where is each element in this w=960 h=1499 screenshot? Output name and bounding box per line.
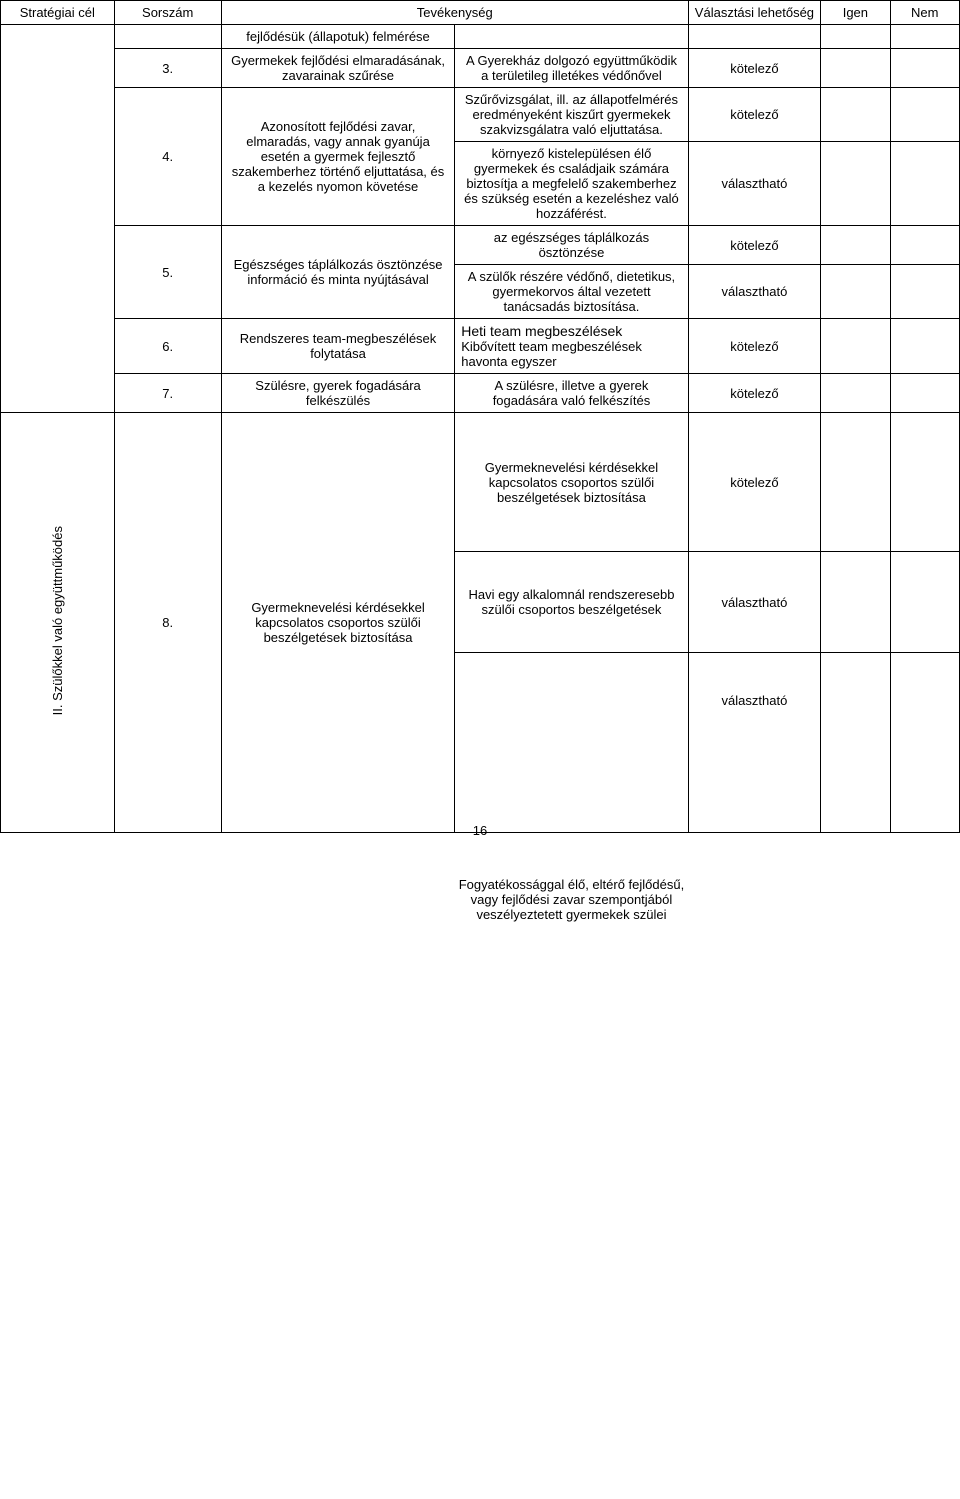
activity-cell: A szülők részére védőnő, dietetikus, gye… [455,265,688,319]
activity-cell: Rendszeres team-megbeszélések folytatása [221,319,454,374]
main-table: Stratégiai cél Sorszám Tevékenység Válas… [0,0,960,833]
igen-cell [821,653,890,833]
nem-cell [890,142,959,226]
nem-cell [890,653,959,833]
nem-cell [890,552,959,653]
choice-cell: kötelező [688,374,820,413]
header-tevekenyseg: Tevékenység [221,1,688,25]
igen-cell [821,226,890,265]
activity-cell: Gyermekek fejlődési elmaradásának, zavar… [221,49,454,88]
table-row: 7. Szülésre, gyerek fogadására felkészül… [1,374,960,413]
sorszam-cell: 6. [114,319,221,374]
header-sorszam: Sorszám [114,1,221,25]
page-number: 16 [0,823,960,838]
nem-cell [890,49,959,88]
activity-cell: környező kistelepülésen élő gyermekek és… [455,142,688,226]
nem-cell [890,226,959,265]
sorszam-cell: 3. [114,49,221,88]
nem-cell [890,413,959,552]
igen-cell [821,413,890,552]
activity-cell: Havi egy alkalomnál rendszeresebb szülői… [455,552,688,653]
table-row: 5. Egészséges táplálkozás ösztönzése inf… [1,226,960,265]
strategiai-cel-vertical: II. Szülőkkel való együttműködés [1,413,115,833]
nem-cell [890,319,959,374]
table-row: fejlődésük (állapotuk) felmérése [1,25,960,49]
choice-cell: választható [688,552,820,653]
nem-cell [890,25,959,49]
igen-cell [821,552,890,653]
nem-cell [890,265,959,319]
table-row: 3. Gyermekek fejlődési elmaradásának, za… [1,49,960,88]
activity-cell: A Gyerekház dolgozó együttműködik a terü… [455,49,688,88]
choice-cell: kötelező [688,319,820,374]
strategiai-cel-empty [1,25,115,413]
table-row: 4. Azonosított fejlődési zavar, elmaradá… [1,88,960,142]
choice-cell: választható [688,142,820,226]
choice-cell-empty [688,25,820,49]
table-row: II. Szülőkkel való együttműködés 8. Gyer… [1,413,960,552]
activity-cell-empty [455,25,688,49]
activity-cell: fejlődésük (állapotuk) felmérése [221,25,454,49]
igen-cell [821,374,890,413]
activity-cell: Szülésre, gyerek fogadására felkészülés [221,374,454,413]
activity-cell: Egészséges táplálkozás ösztönzése inform… [221,226,454,319]
sorszam-cell: 7. [114,374,221,413]
sorszam-cell: 5. [114,226,221,319]
sorszam-cell: 4. [114,88,221,226]
choice-cell: választható [688,653,820,833]
header-strategiai-cel: Stratégiai cél [1,1,115,25]
header-row: Stratégiai cél Sorszám Tevékenység Válas… [1,1,960,25]
choice-cell: kötelező [688,49,820,88]
sorszam-cell: 8. [114,413,221,833]
activity-cell: Gyermeknevelési kérdésekkel kapcsolatos … [455,413,688,552]
activity-cell: Heti team megbeszélések Kibővített team … [455,319,688,374]
header-valasztasi: Választási lehetőség [688,1,820,25]
activity-cell: Szűrővizsgálat, ill. az állapotfelmérés … [455,88,688,142]
choice-cell: kötelező [688,226,820,265]
igen-cell [821,265,890,319]
activity-cell-overflow: Fogyatékossággal élő, eltérő fejlődésű, … [455,653,688,833]
overflow-text: Fogyatékossággal élő, eltérő fejlődésű, … [455,877,687,922]
activity-cell: az egészséges táplálkozás ösztönzése [455,226,688,265]
activity-cell: Gyermeknevelési kérdésekkel kapcsolatos … [221,413,454,833]
activity-cell: Azonosított fejlődési zavar, elmaradás, … [221,88,454,226]
activity-bold: Heti team megbeszélések [461,323,622,339]
choice-cell: kötelező [688,413,820,552]
nem-cell [890,88,959,142]
activity-rest: Kibővített team megbeszélések havonta eg… [461,339,642,369]
igen-cell [821,49,890,88]
header-igen: Igen [821,1,890,25]
nem-cell [890,374,959,413]
igen-cell [821,88,890,142]
header-nem: Nem [890,1,959,25]
activity-cell: A szülésre, illetve a gyerek fogadására … [455,374,688,413]
table-row: 6. Rendszeres team-megbeszélések folytat… [1,319,960,374]
choice-cell: választható [688,265,820,319]
igen-cell [821,319,890,374]
vertical-label: II. Szülőkkel való együttműködés [50,526,65,715]
sorszam-empty [114,25,221,49]
igen-cell [821,142,890,226]
choice-cell: kötelező [688,88,820,142]
igen-cell [821,25,890,49]
